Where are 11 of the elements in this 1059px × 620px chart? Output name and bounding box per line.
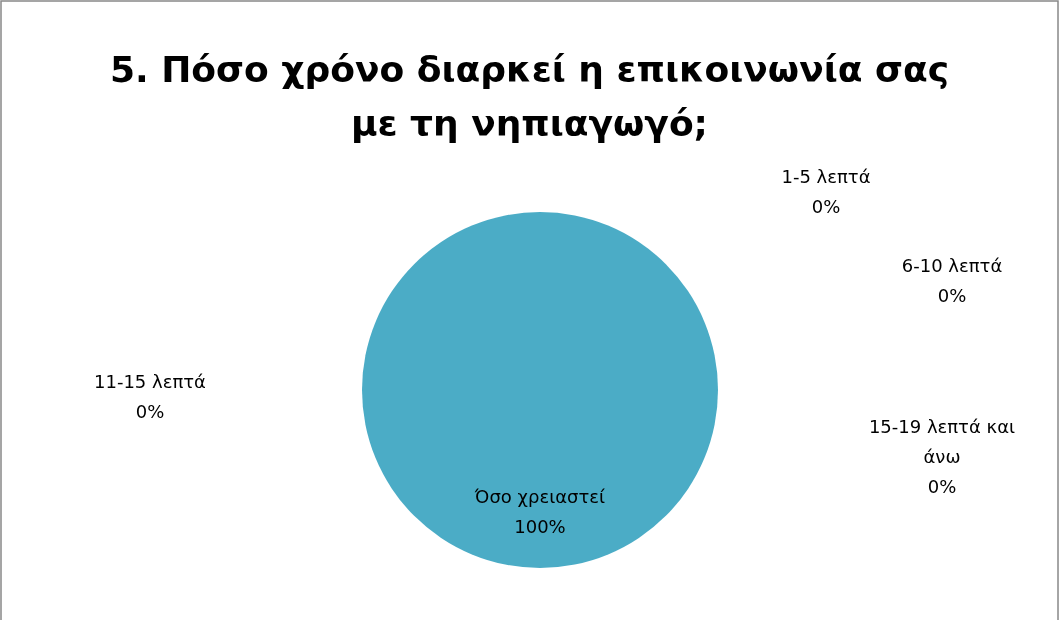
text: 0%	[811, 196, 841, 217]
text: 0%	[927, 476, 957, 497]
category-label: 11-15 λεπτά	[94, 371, 206, 392]
data-label: 100%	[514, 516, 566, 537]
text: 0%	[937, 285, 967, 306]
chart-title: 5. Πόσο χρόνο διαρκεί η επικοινωνία σας με τη νηπιαγωγό;	[109, 49, 950, 144]
category-label: 1-5 λεπτά	[781, 166, 871, 187]
category-label: 6-10 λεπτά	[901, 255, 1003, 276]
category-label: 15-19 λεπτά και άνω	[868, 416, 1016, 467]
slice-label: Όσο χρειαστεί	[473, 486, 606, 507]
text: 0%	[135, 401, 165, 422]
